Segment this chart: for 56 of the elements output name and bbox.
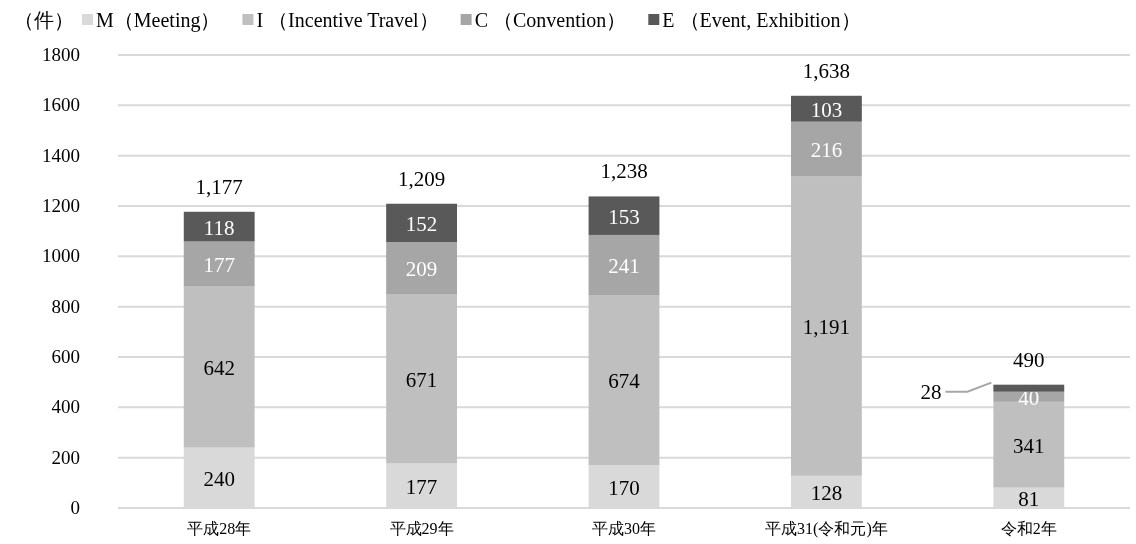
x-tick-label: 平成31(令和元)年 [765, 520, 888, 538]
legend-label: C （Convention） [474, 9, 627, 31]
x-tick-label: 平成30年 [592, 520, 656, 537]
y-tick-label: 400 [51, 396, 80, 418]
data-label: 674 [608, 369, 641, 394]
data-label: 241 [608, 254, 640, 279]
data-label: 81 [1018, 486, 1040, 511]
total-label: 490 [1013, 347, 1045, 372]
bar [790, 121, 862, 177]
y-tick-label: 0 [70, 497, 80, 518]
y-tick-label: 1800 [42, 44, 80, 65]
bar [183, 241, 255, 287]
x-tick-label: 平成28年 [187, 520, 252, 537]
total-label: 1,238 [600, 159, 648, 184]
legend-label: M（Meeting） [96, 9, 221, 32]
data-label: 341 [1013, 433, 1045, 458]
bar [386, 241, 458, 295]
data-label: 118 [203, 215, 235, 240]
y-tick-label: 800 [51, 295, 80, 317]
total-label: 1,638 [802, 58, 851, 83]
y-tick-label: 1000 [42, 245, 80, 267]
y-tick-label: 600 [51, 346, 80, 367]
data-label: 216 [810, 137, 843, 162]
data-label: 170 [608, 475, 640, 500]
data-label: 128 [810, 480, 843, 505]
data-label: 153 [608, 204, 640, 229]
bar [588, 295, 660, 466]
bar [386, 203, 458, 242]
x-tick-label: 平成29年 [389, 520, 454, 537]
data-label: 209 [405, 257, 438, 282]
x-tick-label: 令和2年 [1000, 520, 1057, 537]
data-label: 177 [405, 474, 438, 499]
bar [183, 286, 255, 448]
data-label: 642 [203, 355, 235, 380]
data-label: 152 [405, 211, 438, 236]
y-tick-label: 1600 [42, 94, 80, 116]
legend-label: E （Event, Exhibition） [662, 9, 861, 31]
bar [588, 196, 660, 235]
data-label: 40 [1018, 385, 1040, 410]
legend-label: I （Incentive Travel） [256, 9, 439, 31]
y-tick-label: 1200 [42, 195, 80, 216]
bar [386, 294, 458, 464]
data-label: 1,191 [802, 314, 851, 339]
data-label: 103 [810, 97, 843, 122]
total-label: 1,177 [195, 174, 243, 199]
bar [790, 176, 862, 476]
data-label: 28 [920, 379, 942, 404]
y-tick-label: 1400 [42, 144, 80, 166]
data-label: 177 [203, 252, 235, 277]
y-axis-title: （件） [14, 9, 74, 31]
data-label: 240 [203, 466, 235, 491]
bar [588, 234, 660, 296]
total-label: 1,209 [397, 166, 446, 191]
y-tick-label: 200 [51, 446, 80, 468]
bar [993, 384, 1065, 392]
data-label: 671 [405, 368, 438, 393]
